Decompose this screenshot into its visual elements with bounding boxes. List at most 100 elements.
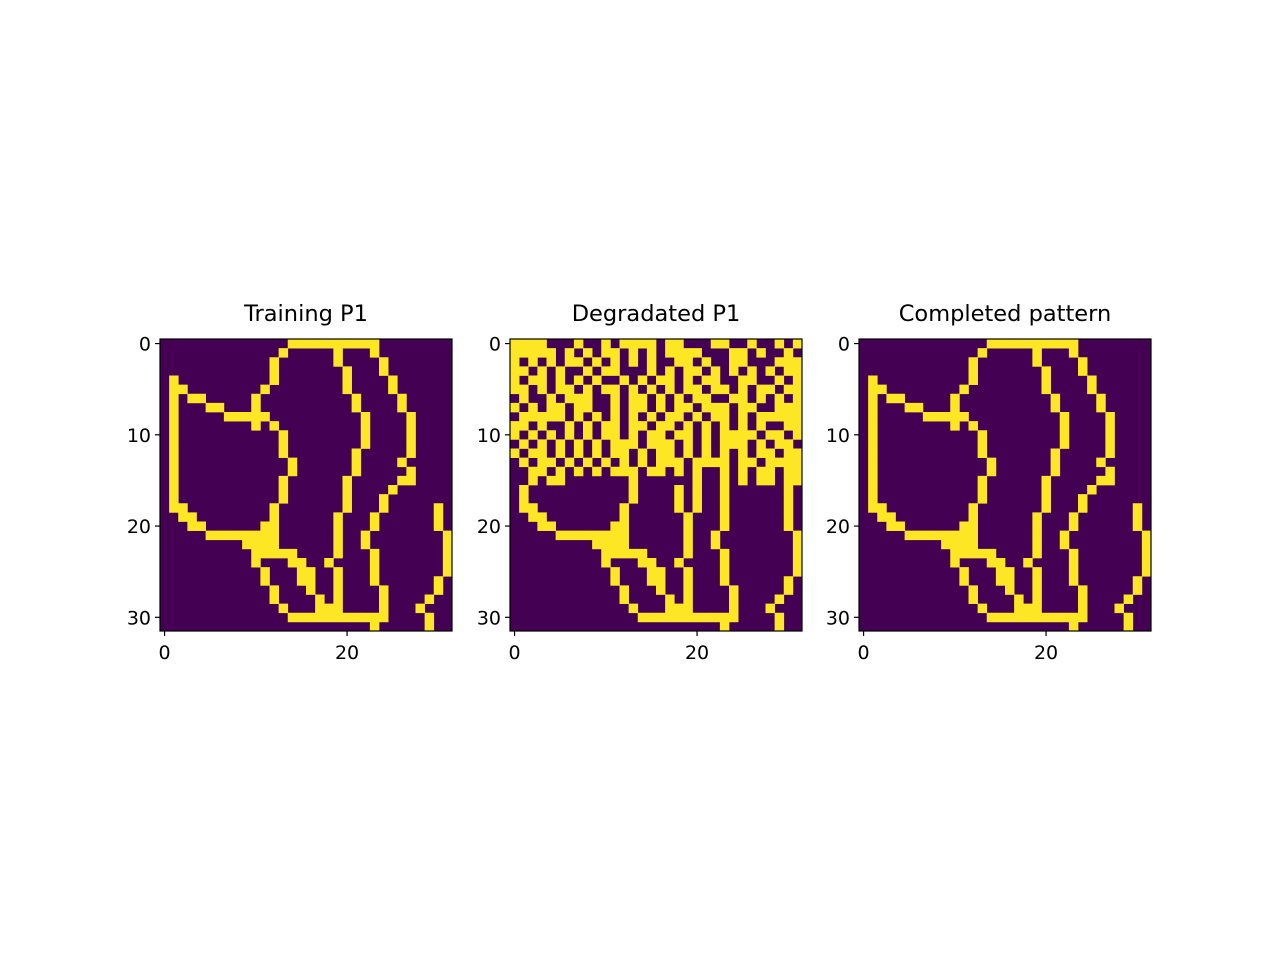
heatmap-cell <box>415 603 425 614</box>
heatmap-cell <box>342 375 352 385</box>
heatmap-cell <box>537 512 547 522</box>
heatmap-cell <box>442 539 453 550</box>
heatmap-cell <box>519 393 529 404</box>
x-tick-label: 20 <box>335 642 359 664</box>
heatmap-cell <box>1050 393 1061 404</box>
heatmap-cell <box>729 603 739 614</box>
heatmap-cell <box>637 448 648 458</box>
heatmap-cell <box>233 530 243 541</box>
heatmap-cell <box>783 439 794 449</box>
heatmap-cell <box>1041 485 1051 495</box>
heatmap-cell <box>1050 612 1061 623</box>
heatmap-cell <box>306 585 316 595</box>
heatmap-cell <box>610 521 620 531</box>
heatmap-cell <box>729 357 739 367</box>
heatmap-cell <box>388 485 398 495</box>
heatmap-cell <box>537 466 547 477</box>
heatmap-cell <box>333 585 343 595</box>
heatmap-cell <box>719 384 730 395</box>
heatmap-cell <box>792 421 803 431</box>
heatmap-cell <box>628 384 639 395</box>
heatmap-cell <box>683 521 693 531</box>
heatmap-cell <box>674 430 684 440</box>
heatmap-cell <box>1005 576 1015 586</box>
heatmap-cell <box>1114 603 1124 614</box>
heatmap-cell <box>528 466 538 477</box>
heatmap-cell <box>692 485 702 495</box>
heatmap-cell <box>904 530 915 541</box>
heatmap-cell <box>619 339 629 349</box>
heatmap-cell <box>756 384 766 395</box>
heatmap-cell <box>397 393 407 404</box>
heatmap-cell <box>868 448 878 458</box>
heatmap-cell <box>904 402 915 413</box>
heatmap-cell <box>738 466 748 477</box>
heatmap-cell <box>783 384 794 395</box>
y-tick-label: 20 <box>127 516 151 538</box>
heatmap-cell <box>1078 603 1088 614</box>
heatmap-cell <box>1059 539 1070 550</box>
heatmap-cell <box>433 585 444 595</box>
heatmap-cell <box>886 512 896 522</box>
heatmap-cell <box>424 594 435 604</box>
heatmap-cell <box>260 530 270 541</box>
y-tick-label: 0 <box>838 334 850 356</box>
heatmap-cell <box>369 612 380 623</box>
heatmap-cell <box>342 366 352 376</box>
heatmap-cell <box>169 494 179 504</box>
heatmap-cell <box>1096 402 1106 413</box>
heatmap-cell <box>792 357 803 367</box>
heatmap-cell <box>792 548 803 559</box>
heatmap-cell <box>601 430 611 440</box>
heatmap-cell <box>1087 384 1097 395</box>
heatmap-cell <box>1014 594 1024 604</box>
panel-title: Training P1 <box>243 301 368 327</box>
heatmap-cell <box>628 485 639 495</box>
heatmap-cell <box>546 521 556 531</box>
heatmap-cell <box>792 393 803 404</box>
heatmap-cell <box>269 539 279 550</box>
heatmap-cell <box>1050 457 1061 468</box>
heatmap-cell <box>1068 521 1079 531</box>
heatmap-cell <box>738 430 748 440</box>
heatmap-cell <box>792 567 803 577</box>
heatmap-cell <box>783 412 794 422</box>
heatmap-cell <box>747 339 757 349</box>
heatmap-cell <box>738 357 748 367</box>
heatmap-cell <box>950 402 960 413</box>
heatmap-cell <box>1023 612 1033 623</box>
heatmap-cell <box>950 412 960 422</box>
heatmap-cell <box>510 421 520 431</box>
heatmap-cell <box>628 548 639 559</box>
heatmap-cell <box>656 402 666 413</box>
heatmap-cell <box>619 585 629 595</box>
heatmap-cell <box>555 384 566 395</box>
heatmap-cell <box>342 384 352 395</box>
heatmap-cell <box>1032 530 1042 541</box>
heatmap-cell <box>1078 612 1088 623</box>
heatmap-cell <box>683 603 693 614</box>
heatmap-cell <box>792 558 803 568</box>
heatmap-cell <box>646 384 657 395</box>
heatmap-cell <box>406 421 416 431</box>
heatmap-cell <box>619 530 629 541</box>
heatmap-cell <box>296 339 307 349</box>
heatmap-cell <box>610 421 620 431</box>
heatmap-cell <box>169 475 179 486</box>
heatmap-cell <box>792 539 803 550</box>
heatmap-cell <box>619 539 629 550</box>
heatmap-cell <box>1132 512 1143 522</box>
heatmap-cell <box>637 393 648 404</box>
heatmap-cell <box>656 421 666 431</box>
heatmap-cell <box>546 393 556 404</box>
heatmap-cell <box>178 384 188 395</box>
heatmap-cell <box>774 439 785 449</box>
heatmap-cell <box>683 612 693 623</box>
heatmap-cell <box>756 466 766 477</box>
heatmap-cell <box>913 402 924 413</box>
heatmap-cell <box>1123 594 1134 604</box>
heatmap-cell <box>528 475 538 486</box>
heatmap-cell <box>1068 621 1079 632</box>
heatmap-cell <box>729 430 739 440</box>
heatmap-cell <box>729 612 739 623</box>
